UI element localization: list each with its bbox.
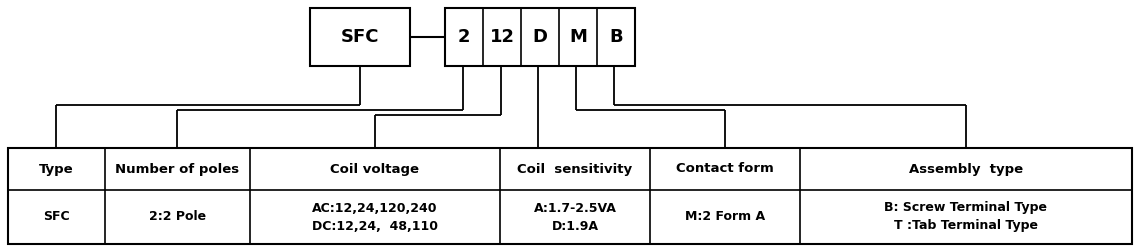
Text: Coil voltage: Coil voltage — [331, 162, 420, 176]
Text: 2:2 Pole: 2:2 Pole — [149, 211, 206, 223]
Bar — [310, 8, 410, 66]
Text: D:1.9A: D:1.9A — [552, 219, 598, 233]
Text: M: M — [569, 28, 587, 46]
Text: Assembly  type: Assembly type — [909, 162, 1023, 176]
Bar — [445, 8, 635, 66]
Text: Type: Type — [39, 162, 74, 176]
Text: SFC: SFC — [341, 28, 380, 46]
Text: Number of poles: Number of poles — [115, 162, 239, 176]
Text: AC:12,24,120,240: AC:12,24,120,240 — [312, 201, 438, 215]
Text: A:1.7-2.5VA: A:1.7-2.5VA — [534, 201, 617, 215]
Text: 12: 12 — [489, 28, 514, 46]
Text: M:2 Form A: M:2 Form A — [685, 211, 765, 223]
Text: T :Tab Terminal Type: T :Tab Terminal Type — [894, 219, 1039, 233]
Text: Contact form: Contact form — [676, 162, 774, 176]
Text: 2: 2 — [458, 28, 471, 46]
Text: B: B — [609, 28, 622, 46]
Text: SFC: SFC — [43, 211, 70, 223]
Text: Coil  sensitivity: Coil sensitivity — [518, 162, 633, 176]
Text: DC:12,24,  48,110: DC:12,24, 48,110 — [312, 219, 438, 233]
Text: B: Screw Terminal Type: B: Screw Terminal Type — [885, 201, 1048, 215]
Text: D: D — [532, 28, 547, 46]
Bar — [8, 148, 1132, 244]
